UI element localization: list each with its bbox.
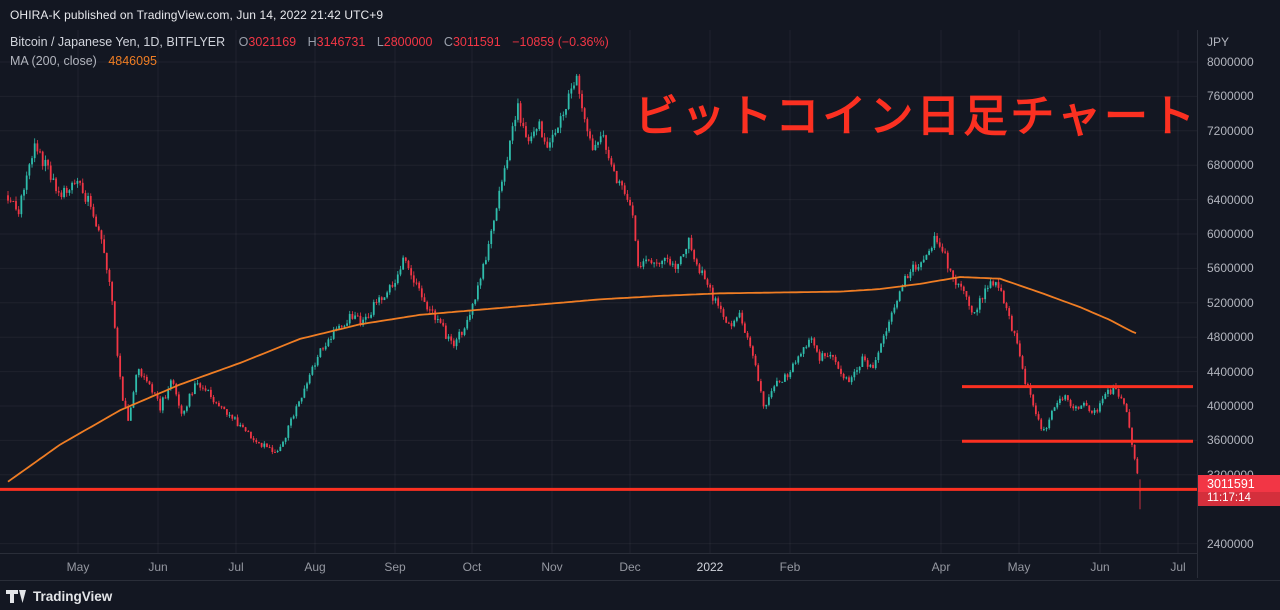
tradingview-logo[interactable]: TradingView bbox=[6, 589, 112, 604]
time-tick-month: May bbox=[1007, 560, 1031, 574]
time-axis[interactable]: May Jun Jul Aug Sep Oct Nov Dec 2022 Feb Apr May Jun… bbox=[0, 553, 1197, 581]
symbol-title[interactable]: Bitcoin / Japanese Yen, 1D, BITFLYER bbox=[10, 35, 226, 49]
time-tick-month: Jun bbox=[1090, 560, 1110, 574]
time-tick-month: Jul bbox=[1170, 560, 1186, 574]
time-tick-month: Aug bbox=[304, 560, 326, 574]
change-value: −10859 (−0.36%) bbox=[512, 35, 609, 49]
ohlc-low-label: L bbox=[376, 35, 384, 49]
price-tick: 5200000 bbox=[1207, 295, 1254, 310]
ohlc-close-value: 3011591 bbox=[452, 35, 501, 49]
time-tick-month: Jun bbox=[148, 560, 168, 574]
ohlc-close-label: C bbox=[443, 35, 453, 49]
price-tick: 4800000 bbox=[1207, 330, 1254, 345]
last-price-value: 3011591 bbox=[1207, 477, 1255, 491]
price-tick: 6400000 bbox=[1207, 192, 1254, 207]
price-tick: 6800000 bbox=[1207, 158, 1254, 173]
time-tick-month: Apr bbox=[931, 560, 951, 574]
ohlc-low-value: 2800000 bbox=[383, 35, 433, 49]
time-tick-month: Sep bbox=[384, 560, 406, 574]
ma-indicator-value: 4846095 bbox=[108, 54, 157, 68]
time-tick-month: Jul bbox=[228, 560, 244, 574]
tradingview-logo-icon bbox=[6, 589, 26, 603]
currency-label: JPY bbox=[1207, 35, 1230, 49]
price-axis[interactable]: JPY 3011591 11:17:14 8000000 7600000 72000… bbox=[1197, 30, 1280, 578]
price-tick: 7200000 bbox=[1207, 123, 1254, 138]
price-tick: 6000000 bbox=[1207, 227, 1254, 241]
time-tick-month: May bbox=[66, 560, 90, 574]
chart-annotation: ビットコイン日足チャート bbox=[634, 92, 1198, 141]
time-tick-year: 2022 bbox=[696, 560, 724, 574]
ohlc-open-label: O bbox=[238, 35, 249, 49]
price-tick: 2400000 bbox=[1207, 536, 1254, 551]
footer-bar: TradingView bbox=[0, 580, 1280, 610]
price-tick: 4400000 bbox=[1207, 364, 1254, 379]
price-tick: 3600000 bbox=[1207, 433, 1254, 448]
ma-indicator-label[interactable]: MA (200, close) bbox=[10, 54, 97, 68]
tradingview-logo-text: TradingView bbox=[33, 588, 113, 604]
ohlc-open-value: 3021169 bbox=[248, 35, 297, 49]
ohlc-high-value: 3146731 bbox=[316, 35, 366, 49]
bar-countdown: 11:17:14 bbox=[1198, 492, 1280, 506]
price-tick: 8000000 bbox=[1207, 55, 1254, 69]
price-tick: 4000000 bbox=[1207, 399, 1254, 413]
time-tick-month: Nov bbox=[541, 560, 563, 574]
candlestick-chart[interactable] bbox=[0, 30, 1197, 553]
ohlc-high-label: H bbox=[307, 35, 317, 49]
price-tick: 5600000 bbox=[1207, 261, 1254, 276]
last-price-badge: 3011591 11:17:14 bbox=[1198, 475, 1280, 506]
chart-legend: Bitcoin / Japanese Yen, 1D, BITFLYER O30… bbox=[10, 33, 617, 71]
price-tick: 7600000 bbox=[1207, 89, 1254, 104]
time-tick-month: Feb bbox=[779, 560, 801, 574]
time-tick-month: Dec bbox=[619, 560, 641, 574]
time-tick-month: Oct bbox=[462, 560, 482, 574]
attribution-text: OHIRA-K published on TradingView.com, Ju… bbox=[10, 8, 384, 22]
